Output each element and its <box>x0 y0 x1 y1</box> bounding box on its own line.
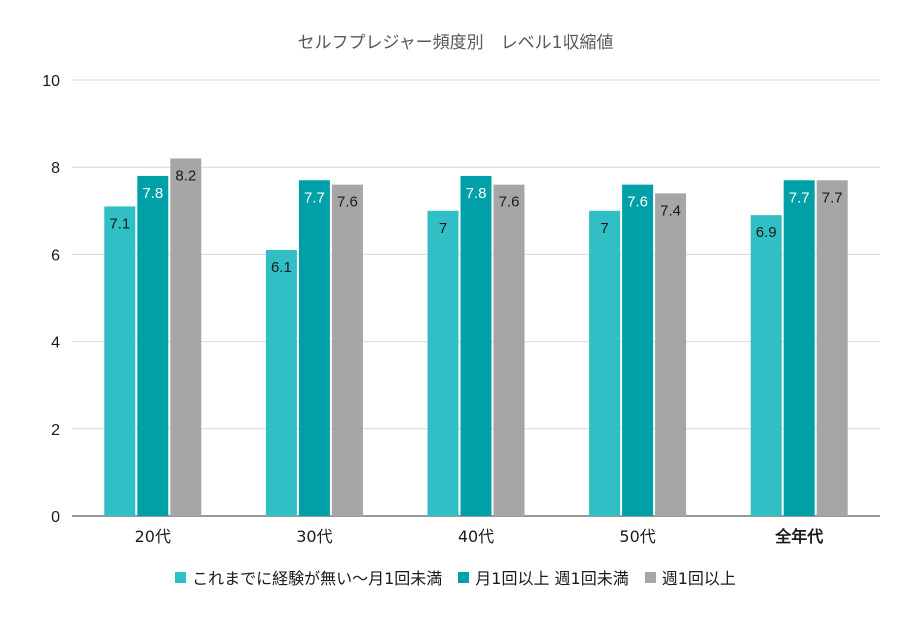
bar-1-1 <box>104 206 136 516</box>
x-tick-label: 20代 <box>135 527 171 546</box>
bar-3-4 <box>655 193 687 517</box>
chart-title: セルフプレジャー頻度別 レベル1収縮値 <box>297 33 614 53</box>
data-label: 7.6 <box>627 194 648 211</box>
bar-1-5 <box>750 215 782 516</box>
data-label: 8.2 <box>175 167 196 184</box>
data-label: 7.8 <box>142 185 163 202</box>
legend-swatch-series-3 <box>644 571 656 583</box>
x-tick-label: 全年代 <box>774 527 823 546</box>
x-tick-label: 30代 <box>296 527 332 546</box>
data-label: 7.8 <box>466 185 487 202</box>
legend-label-series-2: 月1回以上 週1回未満 <box>475 569 629 588</box>
y-tick-label: 10 <box>42 73 60 90</box>
bar-2-1 <box>137 175 169 517</box>
data-label: 7.6 <box>499 194 520 211</box>
x-tick-label: 40代 <box>458 527 494 546</box>
bar-3-3 <box>493 184 525 516</box>
x-tick-label: 50代 <box>619 527 655 546</box>
legend-label-series-1: これまでに経験が無い～月1回未満 <box>192 569 443 588</box>
data-label: 6.1 <box>271 259 292 276</box>
legend: これまでに経験が無い～月1回未満 月1回以上 週1回未満 週1回以上 <box>0 565 911 589</box>
bar-2-4 <box>622 184 654 516</box>
y-tick-label: 0 <box>51 509 60 526</box>
bar-3-2 <box>331 184 363 516</box>
legend-item-series-2: 月1回以上 週1回未満 <box>458 565 629 589</box>
bar-3-5 <box>816 180 848 516</box>
y-tick-label: 8 <box>51 160 60 177</box>
y-tick-label: 2 <box>51 422 60 439</box>
data-label: 7 <box>439 220 447 237</box>
legend-item-series-3: 週1回以上 <box>644 565 736 589</box>
bar-1-3 <box>427 210 459 517</box>
legend-swatch-series-2 <box>458 571 470 583</box>
data-label: 7.7 <box>822 189 843 206</box>
bar-2-2 <box>298 180 330 516</box>
legend-swatch-series-1 <box>175 571 187 583</box>
y-tick-label: 6 <box>51 247 60 264</box>
data-label: 7.4 <box>660 202 681 219</box>
bar-1-4 <box>589 210 621 517</box>
data-label: 7.6 <box>337 194 358 211</box>
bar-3-1 <box>170 158 202 517</box>
data-label: 7.1 <box>109 215 130 232</box>
bar-2-3 <box>460 175 492 517</box>
y-tick-label: 4 <box>51 335 60 352</box>
bar-1-2 <box>265 250 297 517</box>
data-label: 7.7 <box>789 189 810 206</box>
data-label: 6.9 <box>756 224 777 241</box>
legend-item-series-1: これまでに経験が無い～月1回未満 <box>175 565 442 589</box>
bar-chart: 0 2 4 6 8 10 7.1 7.8 8.2 20代 6.1 7.7 7.6 30代 7 7.8 7.6 40… <box>42 73 880 546</box>
data-label: 7.7 <box>304 189 325 206</box>
bar-2-5 <box>783 180 815 516</box>
legend-label-series-3: 週1回以上 <box>661 569 736 588</box>
data-label: 7 <box>600 220 608 237</box>
